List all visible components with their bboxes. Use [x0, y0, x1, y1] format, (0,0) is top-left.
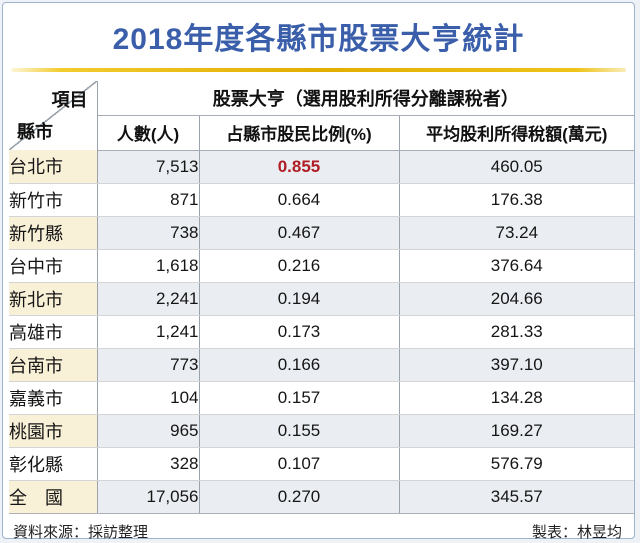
ratio-cell: 0.157	[199, 381, 400, 415]
ratio-cell: 0.173	[199, 315, 400, 349]
gold-divider	[11, 68, 626, 72]
city-cell: 新竹市	[9, 183, 98, 217]
city-cell: 台北市	[9, 150, 98, 184]
ratio-cell: 0.107	[199, 447, 400, 481]
credit-note: 製表：林昱均	[531, 523, 622, 541]
count-cell: 2,241	[97, 282, 200, 316]
tax-cell: 460.05	[399, 150, 635, 184]
table-row: 新竹市 871 0.664 176.38	[9, 183, 635, 217]
ratio-cell: 0.855	[199, 150, 400, 184]
city-cell: 新竹縣	[9, 216, 98, 250]
table-body: 台北市 7,513 0.855 460.05 新竹市 871 0.664 176.38 新竹縣 7…	[9, 150, 635, 514]
city-cell: 高雄市	[9, 315, 98, 349]
city-cell: 台南市	[9, 348, 98, 382]
count-cell: 7,513	[97, 150, 200, 184]
tax-cell: 176.38	[399, 183, 635, 217]
ratio-cell: 0.166	[199, 348, 400, 382]
table-row: 台北市 7,513 0.855 460.05	[9, 150, 635, 184]
ratio-cell: 0.664	[199, 183, 400, 217]
corner-label-item: 項目	[51, 90, 88, 110]
count-cell: 104	[97, 381, 200, 415]
column-header-count: 人數(人)	[97, 115, 200, 151]
city-cell: 全 國	[9, 480, 98, 514]
count-cell: 871	[97, 183, 200, 217]
city-cell: 新北市	[9, 282, 98, 316]
count-cell: 328	[97, 447, 200, 481]
corner-cell: 項目 縣市	[9, 81, 98, 150]
corner-label-county: 縣市	[17, 122, 53, 142]
city-cell: 彰化縣	[9, 447, 98, 481]
page-title: 2018年度各縣市股票大亨統計	[112, 23, 525, 56]
tax-cell: 134.28	[399, 381, 635, 415]
ratio-cell: 0.194	[199, 282, 400, 316]
ratio-cell: 0.155	[199, 414, 400, 448]
table-row: 台中市 1,618 0.216 376.64	[9, 249, 635, 283]
count-cell: 1,618	[97, 249, 200, 283]
count-cell: 1,241	[97, 315, 200, 349]
tax-cell: 73.24	[399, 216, 635, 250]
column-header-tax: 平均股利所得稅額(萬元)	[399, 115, 635, 151]
table-row: 台南市 773 0.166 397.10	[9, 348, 635, 382]
group-header: 股票大亨（選用股利所得分離課稅者）	[97, 81, 635, 116]
count-cell: 738	[97, 216, 200, 250]
table-row: 全 國 17,056 0.270 345.57	[9, 480, 635, 514]
city-cell: 桃園市	[9, 414, 98, 448]
count-cell: 773	[97, 348, 200, 382]
source-note: 資料來源：採訪整理	[13, 523, 149, 541]
header-row-columns: 人數(人) 占縣市股民比例(%) 平均股利所得稅額(萬元)	[9, 115, 635, 151]
tax-cell: 576.79	[399, 447, 635, 481]
tax-cell: 204.66	[399, 282, 635, 316]
tax-cell: 397.10	[399, 348, 635, 382]
ratio-cell: 0.216	[199, 249, 400, 283]
ratio-cell: 0.467	[199, 216, 400, 250]
tax-cell: 376.64	[399, 249, 635, 283]
table-row: 嘉義市 104 0.157 134.28	[9, 381, 635, 415]
table-row: 桃園市 965 0.155 169.27	[9, 414, 635, 448]
count-cell: 17,056	[97, 480, 200, 514]
city-cell: 嘉義市	[9, 381, 98, 415]
stats-table: 項目 縣市 股票大亨（選用股利所得分離課稅者） 人數(人) 占縣市股民比例(%)…	[9, 81, 635, 514]
footer: 資料來源：採訪整理 製表：林昱均	[13, 521, 622, 542]
city-cell: 台中市	[9, 249, 98, 283]
header-row-group: 項目 縣市 股票大亨（選用股利所得分離課稅者）	[9, 81, 635, 150]
table-row: 彰化縣 328 0.107 576.79	[9, 447, 635, 481]
column-header-ratio: 占縣市股民比例(%)	[199, 115, 400, 151]
table-row: 新北市 2,241 0.194 204.66	[9, 282, 635, 316]
table-row: 高雄市 1,241 0.173 281.33	[9, 315, 635, 349]
tax-cell: 345.57	[399, 480, 635, 514]
table-row: 新竹縣 738 0.467 73.24	[9, 216, 635, 250]
ratio-cell: 0.270	[199, 480, 400, 514]
tax-cell: 281.33	[399, 315, 635, 349]
tax-cell: 169.27	[399, 414, 635, 448]
count-cell: 965	[97, 414, 200, 448]
